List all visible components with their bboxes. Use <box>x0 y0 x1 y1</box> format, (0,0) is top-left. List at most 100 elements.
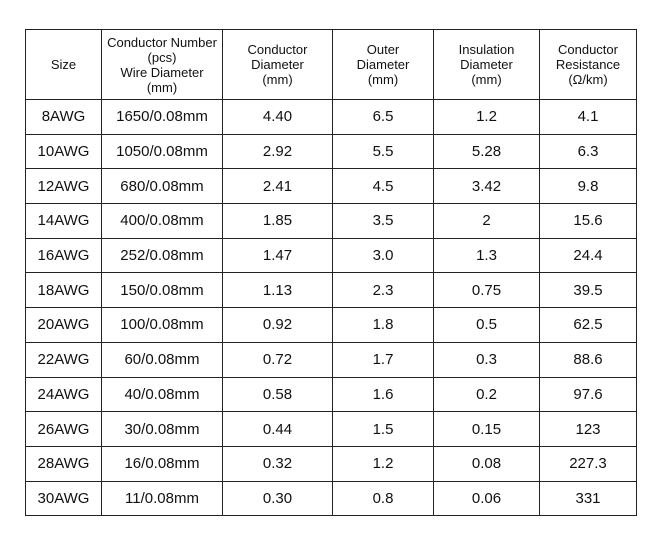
outer-diameter-cell: 3.0 <box>332 237 434 274</box>
table-row: 18AWG 150/0.08mm 1.13 2.3 0.75 39.5 <box>25 272 637 309</box>
conductor-diameter-cell: 0.72 <box>222 341 333 378</box>
outer-diameter-cell: 1.8 <box>332 307 434 343</box>
conductor-diameter-cell: 2.92 <box>222 133 333 170</box>
header-line: Diameter <box>460 57 513 72</box>
header-line: Resistance <box>555 57 621 72</box>
resistance-cell: 4.1 <box>539 99 637 135</box>
outer-diameter-cell: 4.5 <box>332 168 434 205</box>
outer-diameter-header: Outer Diameter (mm) <box>332 29 434 100</box>
insulation-diameter-cell: 0.3 <box>433 341 540 378</box>
resistance-cell: 9.8 <box>539 168 637 205</box>
conductor-number-cell: 1650/0.08mm <box>101 99 223 135</box>
size-cell: 8AWG <box>25 99 102 135</box>
conductor-number-cell: 16/0.08mm <box>101 445 223 482</box>
header-line: Wire Diameter <box>120 64 204 80</box>
conductor-resistance-header: Conductor Resistance (Ω/km) <box>539 29 637 100</box>
conductor-diameter-cell: 0.44 <box>222 411 333 447</box>
header-line: Conductor Number <box>107 34 217 50</box>
outer-diameter-cell: 0.8 <box>332 480 434 517</box>
size-cell: 22AWG <box>25 341 102 378</box>
outer-diameter-cell: 1.2 <box>332 445 434 482</box>
table-row: 28AWG 16/0.08mm 0.32 1.2 0.08 227.3 <box>25 445 637 482</box>
table-row: 16AWG 252/0.08mm 1.47 3.0 1.3 24.4 <box>25 237 637 274</box>
size-cell: 28AWG <box>25 445 102 482</box>
outer-diameter-cell: 1.5 <box>332 411 434 447</box>
table-row: 10AWG 1050/0.08mm 2.92 5.5 5.28 6.3 <box>25 133 637 170</box>
conductor-diameter-cell: 1.13 <box>222 272 333 309</box>
size-header: Size <box>25 29 102 100</box>
insulation-diameter-cell: 0.15 <box>433 411 540 447</box>
size-cell: 26AWG <box>25 411 102 447</box>
size-cell: 18AWG <box>25 272 102 309</box>
insulation-diameter-header: Insulation Diameter (mm) <box>433 29 540 100</box>
resistance-cell: 227.3 <box>539 445 637 482</box>
header-line: Insulation <box>458 42 515 57</box>
table-body: 8AWG 1650/0.08mm 4.40 6.5 1.2 4.1 10AWG 1050/0.… <box>25 99 637 517</box>
conductor-number-cell: 1050/0.08mm <box>101 133 223 170</box>
size-cell: 10AWG <box>25 133 102 170</box>
conductor-number-cell: 150/0.08mm <box>101 272 223 309</box>
insulation-diameter-cell: 1.3 <box>433 237 540 274</box>
resistance-cell: 62.5 <box>539 307 637 343</box>
conductor-number-header: Conductor Number (pcs) Wire Diameter (mm) <box>101 29 223 100</box>
wire-spec-table: Size Conductor Number (pcs) Wire Diameter (m… <box>25 29 637 517</box>
resistance-cell: 331 <box>539 480 637 517</box>
conductor-diameter-cell: 0.58 <box>222 376 333 413</box>
insulation-diameter-cell: 0.08 <box>433 445 540 482</box>
table-row: 24AWG 40/0.08mm 0.58 1.6 0.2 97.6 <box>25 376 637 413</box>
outer-diameter-cell: 1.7 <box>332 341 434 378</box>
conductor-number-cell: 40/0.08mm <box>101 376 223 413</box>
table-row: 26AWG 30/0.08mm 0.44 1.5 0.15 123 <box>25 411 637 447</box>
resistance-cell: 24.4 <box>539 237 637 274</box>
table-row: 22AWG 60/0.08mm 0.72 1.7 0.3 88.6 <box>25 341 637 378</box>
header-line: Conductor <box>558 42 618 57</box>
resistance-cell: 97.6 <box>539 376 637 413</box>
conductor-number-cell: 100/0.08mm <box>101 307 223 343</box>
table-row: 14AWG 400/0.08mm 1.85 3.5 2 15.6 <box>25 203 637 239</box>
outer-diameter-cell: 5.5 <box>332 133 434 170</box>
insulation-diameter-cell: 0.2 <box>433 376 540 413</box>
outer-diameter-cell: 2.3 <box>332 272 434 309</box>
table-row: 12AWG 680/0.08mm 2.41 4.5 3.42 9.8 <box>25 168 637 205</box>
insulation-diameter-cell: 1.2 <box>433 99 540 135</box>
conductor-number-cell: 60/0.08mm <box>101 341 223 378</box>
insulation-diameter-cell: 0.75 <box>433 272 540 309</box>
insulation-diameter-cell: 5.28 <box>433 133 540 170</box>
header-line: (Ω/km) <box>568 72 608 87</box>
size-cell: 30AWG <box>25 480 102 517</box>
conductor-diameter-cell: 2.41 <box>222 168 333 205</box>
table-row: 30AWG 11/0.08mm 0.30 0.8 0.06 331 <box>25 480 637 517</box>
resistance-cell: 15.6 <box>539 203 637 239</box>
resistance-cell: 88.6 <box>539 341 637 378</box>
header-line: Outer <box>366 42 400 57</box>
conductor-number-cell: 400/0.08mm <box>101 203 223 239</box>
header-line: (mm) <box>146 79 178 95</box>
size-cell: 16AWG <box>25 237 102 274</box>
conductor-diameter-cell: 0.30 <box>222 480 333 517</box>
table-row: 20AWG 100/0.08mm 0.92 1.8 0.5 62.5 <box>25 307 637 343</box>
size-cell: 12AWG <box>25 168 102 205</box>
resistance-cell: 123 <box>539 411 637 447</box>
header-line: (pcs) <box>147 49 177 65</box>
conductor-diameter-cell: 4.40 <box>222 99 333 135</box>
header-line: Size <box>50 57 77 72</box>
header-line: (mm) <box>262 72 293 87</box>
outer-diameter-cell: 1.6 <box>332 376 434 413</box>
resistance-cell: 39.5 <box>539 272 637 309</box>
table-row: 8AWG 1650/0.08mm 4.40 6.5 1.2 4.1 <box>25 99 637 135</box>
conductor-diameter-cell: 0.32 <box>222 445 333 482</box>
header-line: Diameter <box>251 57 304 72</box>
conductor-diameter-header: Conductor Diameter (mm) <box>222 29 333 100</box>
conductor-number-cell: 11/0.08mm <box>101 480 223 517</box>
header-row: Size Conductor Number (pcs) Wire Diameter (m… <box>25 29 637 100</box>
conductor-number-cell: 30/0.08mm <box>101 411 223 447</box>
conductor-number-cell: 252/0.08mm <box>101 237 223 274</box>
header-line: (mm) <box>471 72 502 87</box>
resistance-cell: 6.3 <box>539 133 637 170</box>
outer-diameter-cell: 6.5 <box>332 99 434 135</box>
insulation-diameter-cell: 3.42 <box>433 168 540 205</box>
insulation-diameter-cell: 0.06 <box>433 480 540 517</box>
outer-diameter-cell: 3.5 <box>332 203 434 239</box>
size-cell: 24AWG <box>25 376 102 413</box>
header-line: Conductor <box>247 42 308 57</box>
